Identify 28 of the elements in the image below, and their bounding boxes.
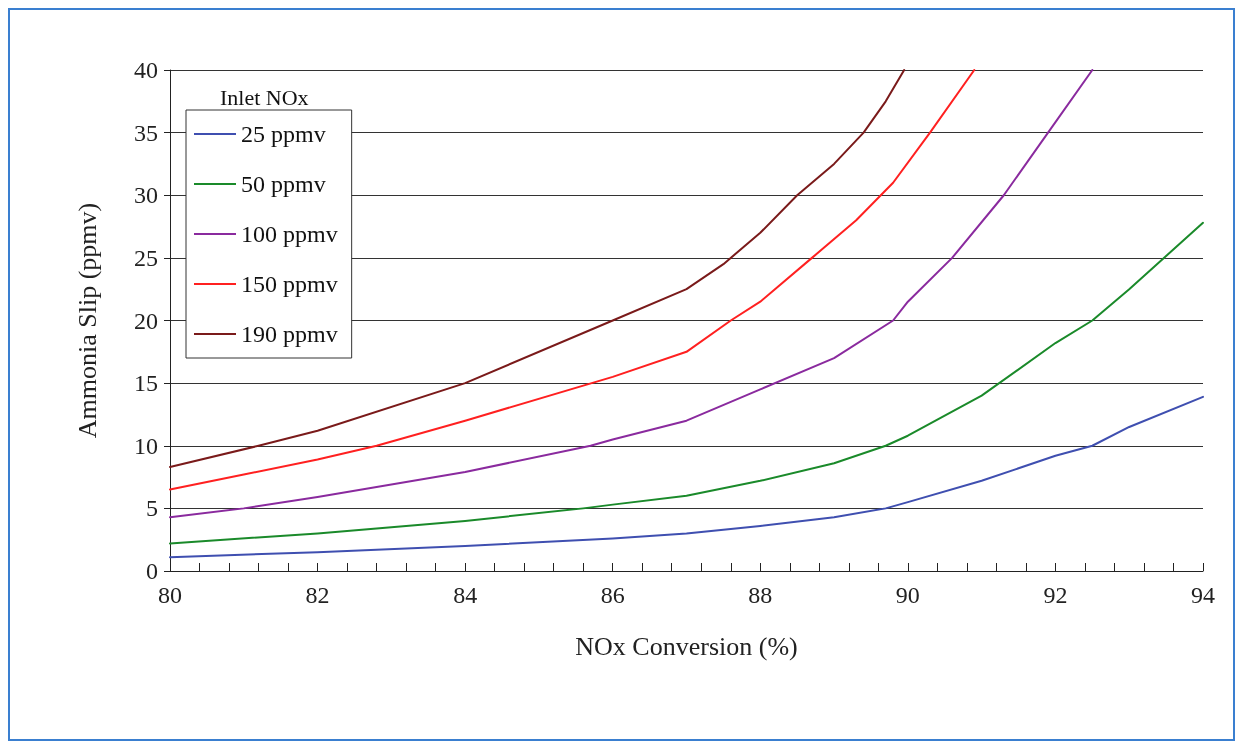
y-tick-label: 0 xyxy=(146,558,158,584)
line-series xyxy=(169,69,1094,519)
y-tick-label: 30 xyxy=(134,182,158,209)
y-tick-label: 25 xyxy=(134,244,158,271)
x-tick-label: 92 xyxy=(1043,582,1068,608)
legend-label: 150 ppmv xyxy=(241,271,338,297)
y-tick-label: 40 xyxy=(134,57,158,83)
y-tick-label: 20 xyxy=(134,307,158,334)
x-tick-label: 84 xyxy=(453,582,478,608)
x-tick-label: 86 xyxy=(600,582,625,608)
legend-label: 50 ppmv xyxy=(241,171,326,197)
y-tick-label: 5 xyxy=(146,495,158,522)
legend-label: 25 ppmv xyxy=(241,121,326,147)
legend-title: Inlet NOx xyxy=(220,84,309,110)
x-tick-label: 82 xyxy=(305,582,330,608)
line-series xyxy=(169,395,1204,559)
y-tick-label: 10 xyxy=(134,432,158,459)
line-series xyxy=(169,221,1204,545)
legend-label: 190 ppmv xyxy=(241,321,338,347)
x-tick-label: 80 xyxy=(158,582,182,608)
y-tick-label: 35 xyxy=(134,119,158,146)
x-axis-title: NOx Conversion (%) xyxy=(575,631,798,661)
legend-label: 100 ppmv xyxy=(241,221,338,247)
x-tick-label: 94 xyxy=(1191,582,1215,608)
y-tick-label: 15 xyxy=(134,370,158,397)
x-tick-label: 90 xyxy=(895,582,920,608)
x-tick-label: 88 xyxy=(748,582,773,608)
y-axis-title: Ammonia Slip (ppmv) xyxy=(72,202,102,439)
